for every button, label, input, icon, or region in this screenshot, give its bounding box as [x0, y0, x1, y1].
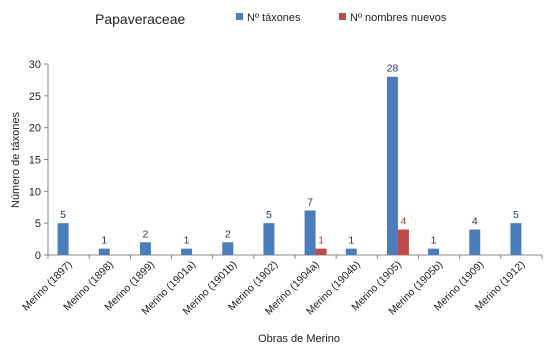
data-label: 4 — [400, 216, 406, 228]
y-tick-label: 5 — [35, 218, 41, 230]
bar-taxones — [386, 76, 398, 255]
legend-swatch-nombres-nuevos — [339, 13, 346, 20]
data-label: 5 — [513, 209, 519, 221]
data-label: 28 — [387, 63, 399, 75]
legend-label-taxones: Nº táxones — [247, 12, 301, 24]
x-axis-label: Obras de Merino — [258, 333, 340, 345]
data-label: 1 — [431, 235, 437, 247]
data-label: 1 — [348, 235, 354, 247]
y-tick-label: 15 — [29, 155, 41, 167]
bar-taxones — [510, 223, 522, 255]
y-axis-label: Número de táxones — [10, 112, 22, 208]
bar-nombres-nuevos — [315, 248, 327, 255]
data-label: 1 — [101, 235, 107, 247]
chart-title: Papaveraceae — [95, 11, 186, 27]
data-label: 5 — [60, 209, 66, 221]
legend-swatch-taxones — [236, 13, 243, 20]
y-tick-label: 30 — [29, 59, 41, 71]
y-tick-label: 25 — [29, 91, 41, 103]
bar-taxones — [139, 242, 151, 255]
data-label: 7 — [307, 196, 313, 208]
data-label: 2 — [142, 228, 148, 240]
bar-taxones — [263, 223, 275, 255]
data-label: 4 — [472, 216, 478, 228]
legend-label-nombres-nuevos: Nº nombres nuevos — [350, 12, 447, 24]
bar-taxones — [98, 248, 110, 255]
legend: Nº táxones Nº nombres nuevos — [236, 12, 447, 24]
data-label: 5 — [266, 209, 272, 221]
bar-taxones — [222, 242, 234, 255]
data-label: 1 — [184, 235, 190, 247]
bar-taxones — [57, 223, 69, 255]
y-tick-label: 0 — [35, 250, 41, 262]
bar-taxones — [304, 210, 316, 255]
bar-taxones — [469, 229, 481, 255]
y-tick-label: 10 — [29, 186, 41, 198]
bar-taxones — [181, 248, 193, 255]
data-label: 1 — [318, 235, 324, 247]
bar-nombres-nuevos — [397, 229, 409, 255]
bar-taxones — [345, 248, 357, 255]
bar-taxones — [428, 248, 440, 255]
y-tick-label: 20 — [29, 123, 41, 135]
data-label: 2 — [225, 228, 231, 240]
